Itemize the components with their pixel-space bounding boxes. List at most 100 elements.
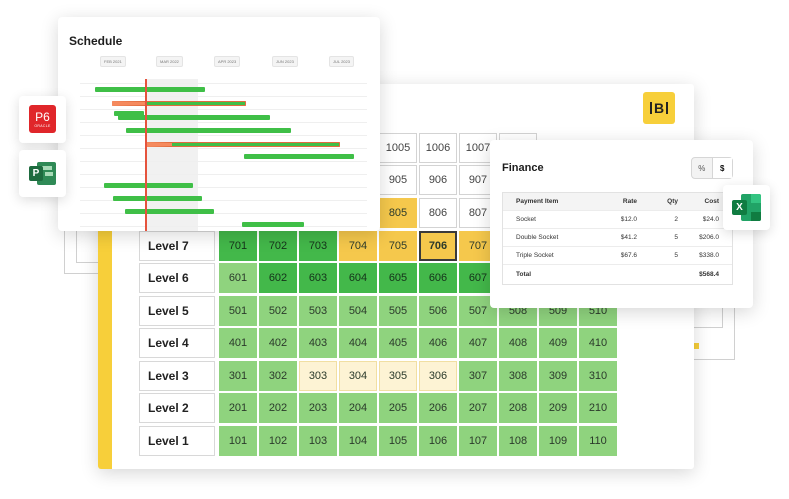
unit-cell[interactable]: 210 [579, 393, 617, 423]
gantt-bar[interactable] [118, 115, 270, 120]
unit-cell[interactable]: 202 [259, 393, 297, 423]
unit-cell[interactable]: 406 [419, 328, 457, 358]
unit-cell[interactable]: 905 [379, 165, 417, 195]
timeline-tick: APR 2023 [214, 56, 241, 67]
gantt-bar-delayed[interactable] [146, 142, 340, 147]
total-label: Total [516, 271, 532, 278]
unit-cell[interactable]: 805 [379, 198, 417, 228]
gantt-bar[interactable] [113, 196, 202, 201]
excel-logo-card[interactable]: X [723, 185, 770, 230]
unit-cell[interactable]: 501 [219, 296, 257, 326]
unit-cell[interactable]: 705 [379, 231, 417, 261]
table-row[interactable]: Triple Socket $67.6 5 $338.0 [503, 246, 732, 264]
gantt-bar[interactable] [242, 222, 304, 227]
unit-cell[interactable]: 407 [459, 328, 497, 358]
unit-cell[interactable]: 408 [499, 328, 537, 358]
unit-cell[interactable]: 201 [219, 393, 257, 423]
unit-cell[interactable]: 1006 [419, 133, 457, 163]
unit-cell[interactable]: 703 [299, 231, 337, 261]
unit-cell[interactable]: 601 [219, 263, 257, 293]
unit-cell[interactable]: 401 [219, 328, 257, 358]
unit-cell[interactable]: 402 [259, 328, 297, 358]
unit-cell[interactable]: 603 [299, 263, 337, 293]
unit-cell[interactable]: 305 [379, 361, 417, 391]
unit-cell[interactable]: 303 [299, 361, 337, 391]
unit-cell[interactable]: 502 [259, 296, 297, 326]
unit-cell[interactable]: 205 [379, 393, 417, 423]
unit-cell[interactable]: 706 [419, 231, 457, 261]
unit-cell[interactable]: 1005 [379, 133, 417, 163]
unit-cell[interactable]: 309 [539, 361, 577, 391]
unit-cell[interactable]: 107 [459, 426, 497, 456]
gantt-bar[interactable] [244, 154, 354, 159]
level-label: Level 1 [139, 426, 215, 456]
unit-cell[interactable]: 606 [419, 263, 457, 293]
unit-cell[interactable]: 110 [579, 426, 617, 456]
table-row[interactable]: Socket $12.0 2 $24.0 [503, 210, 732, 228]
timeline-tick: FEB 2021 [100, 56, 126, 67]
unit-cell[interactable]: 605 [379, 263, 417, 293]
unit-cell[interactable]: 105 [379, 426, 417, 456]
unit-cell[interactable]: 403 [299, 328, 337, 358]
gantt-bar[interactable] [114, 111, 144, 116]
unit-cell[interactable]: 906 [419, 165, 457, 195]
unit-cell[interactable]: 108 [499, 426, 537, 456]
unit-cell[interactable]: 308 [499, 361, 537, 391]
finance-total-row: Total $568.4 [503, 264, 732, 284]
unit-cell[interactable]: 604 [339, 263, 377, 293]
unit-cell[interactable]: 503 [299, 296, 337, 326]
payment-item: Double Socket [516, 234, 559, 241]
unit-cell[interactable]: 410 [579, 328, 617, 358]
unit-cell[interactable]: 209 [539, 393, 577, 423]
gantt-bar[interactable] [125, 209, 214, 214]
qty: 5 [674, 252, 678, 259]
unit-cell[interactable]: 806 [419, 198, 457, 228]
level-label: Level 6 [139, 263, 215, 293]
unit-cell[interactable]: 208 [499, 393, 537, 423]
unit-cell[interactable]: 602 [259, 263, 297, 293]
brand-logo[interactable]: B [643, 92, 675, 124]
unit-cell[interactable]: 702 [259, 231, 297, 261]
ms-project-logo-card[interactable]: P [19, 150, 66, 197]
currency-toggle[interactable]: % $ [691, 157, 733, 179]
unit-cell[interactable]: 106 [419, 426, 457, 456]
unit-cell[interactable]: 301 [219, 361, 257, 391]
unit-cell[interactable]: 404 [339, 328, 377, 358]
gantt-row-divider [80, 83, 367, 84]
table-row[interactable]: Double Socket $41.2 5 $206.0 [503, 228, 732, 246]
unit-cell[interactable]: 405 [379, 328, 417, 358]
unit-cell[interactable]: 704 [339, 231, 377, 261]
gantt-bar-delayed[interactable] [112, 101, 246, 106]
unit-cell[interactable]: 206 [419, 393, 457, 423]
unit-cell[interactable]: 204 [339, 393, 377, 423]
gantt-bar[interactable] [95, 87, 205, 92]
gantt-bar[interactable] [126, 128, 291, 133]
unit-cell[interactable]: 101 [219, 426, 257, 456]
gantt-bar[interactable] [104, 183, 193, 188]
level-label: Level 5 [139, 296, 215, 326]
unit-cell[interactable]: 103 [299, 426, 337, 456]
unit-cell[interactable]: 203 [299, 393, 337, 423]
total-value: $568.4 [699, 271, 719, 278]
percent-toggle-option[interactable]: % [698, 163, 706, 173]
unit-cell[interactable]: 409 [539, 328, 577, 358]
unit-cell[interactable]: 207 [459, 393, 497, 423]
unit-cell[interactable]: 307 [459, 361, 497, 391]
payment-item: Triple Socket [516, 252, 554, 259]
unit-cell[interactable]: 302 [259, 361, 297, 391]
p6-logo-card[interactable]: P6 ORACLE [19, 96, 66, 143]
unit-cell[interactable]: 109 [539, 426, 577, 456]
unit-cell[interactable]: 104 [339, 426, 377, 456]
unit-cell[interactable]: 304 [339, 361, 377, 391]
schedule-card: Schedule FEB 2021 MAR 2022 APR 2023 JUN … [58, 17, 380, 231]
unit-cell[interactable]: 504 [339, 296, 377, 326]
unit-cell[interactable]: 505 [379, 296, 417, 326]
dollar-toggle-option[interactable]: $ [711, 158, 732, 178]
unit-cell[interactable]: 102 [259, 426, 297, 456]
unit-cell[interactable]: 310 [579, 361, 617, 391]
unit-cell[interactable]: 306 [419, 361, 457, 391]
unit-cell[interactable]: 701 [219, 231, 257, 261]
cost: $338.0 [699, 252, 719, 259]
unit-cell[interactable]: 506 [419, 296, 457, 326]
finance-card: Finance % $ Payment Item Rate Qty Cost S… [490, 140, 753, 308]
